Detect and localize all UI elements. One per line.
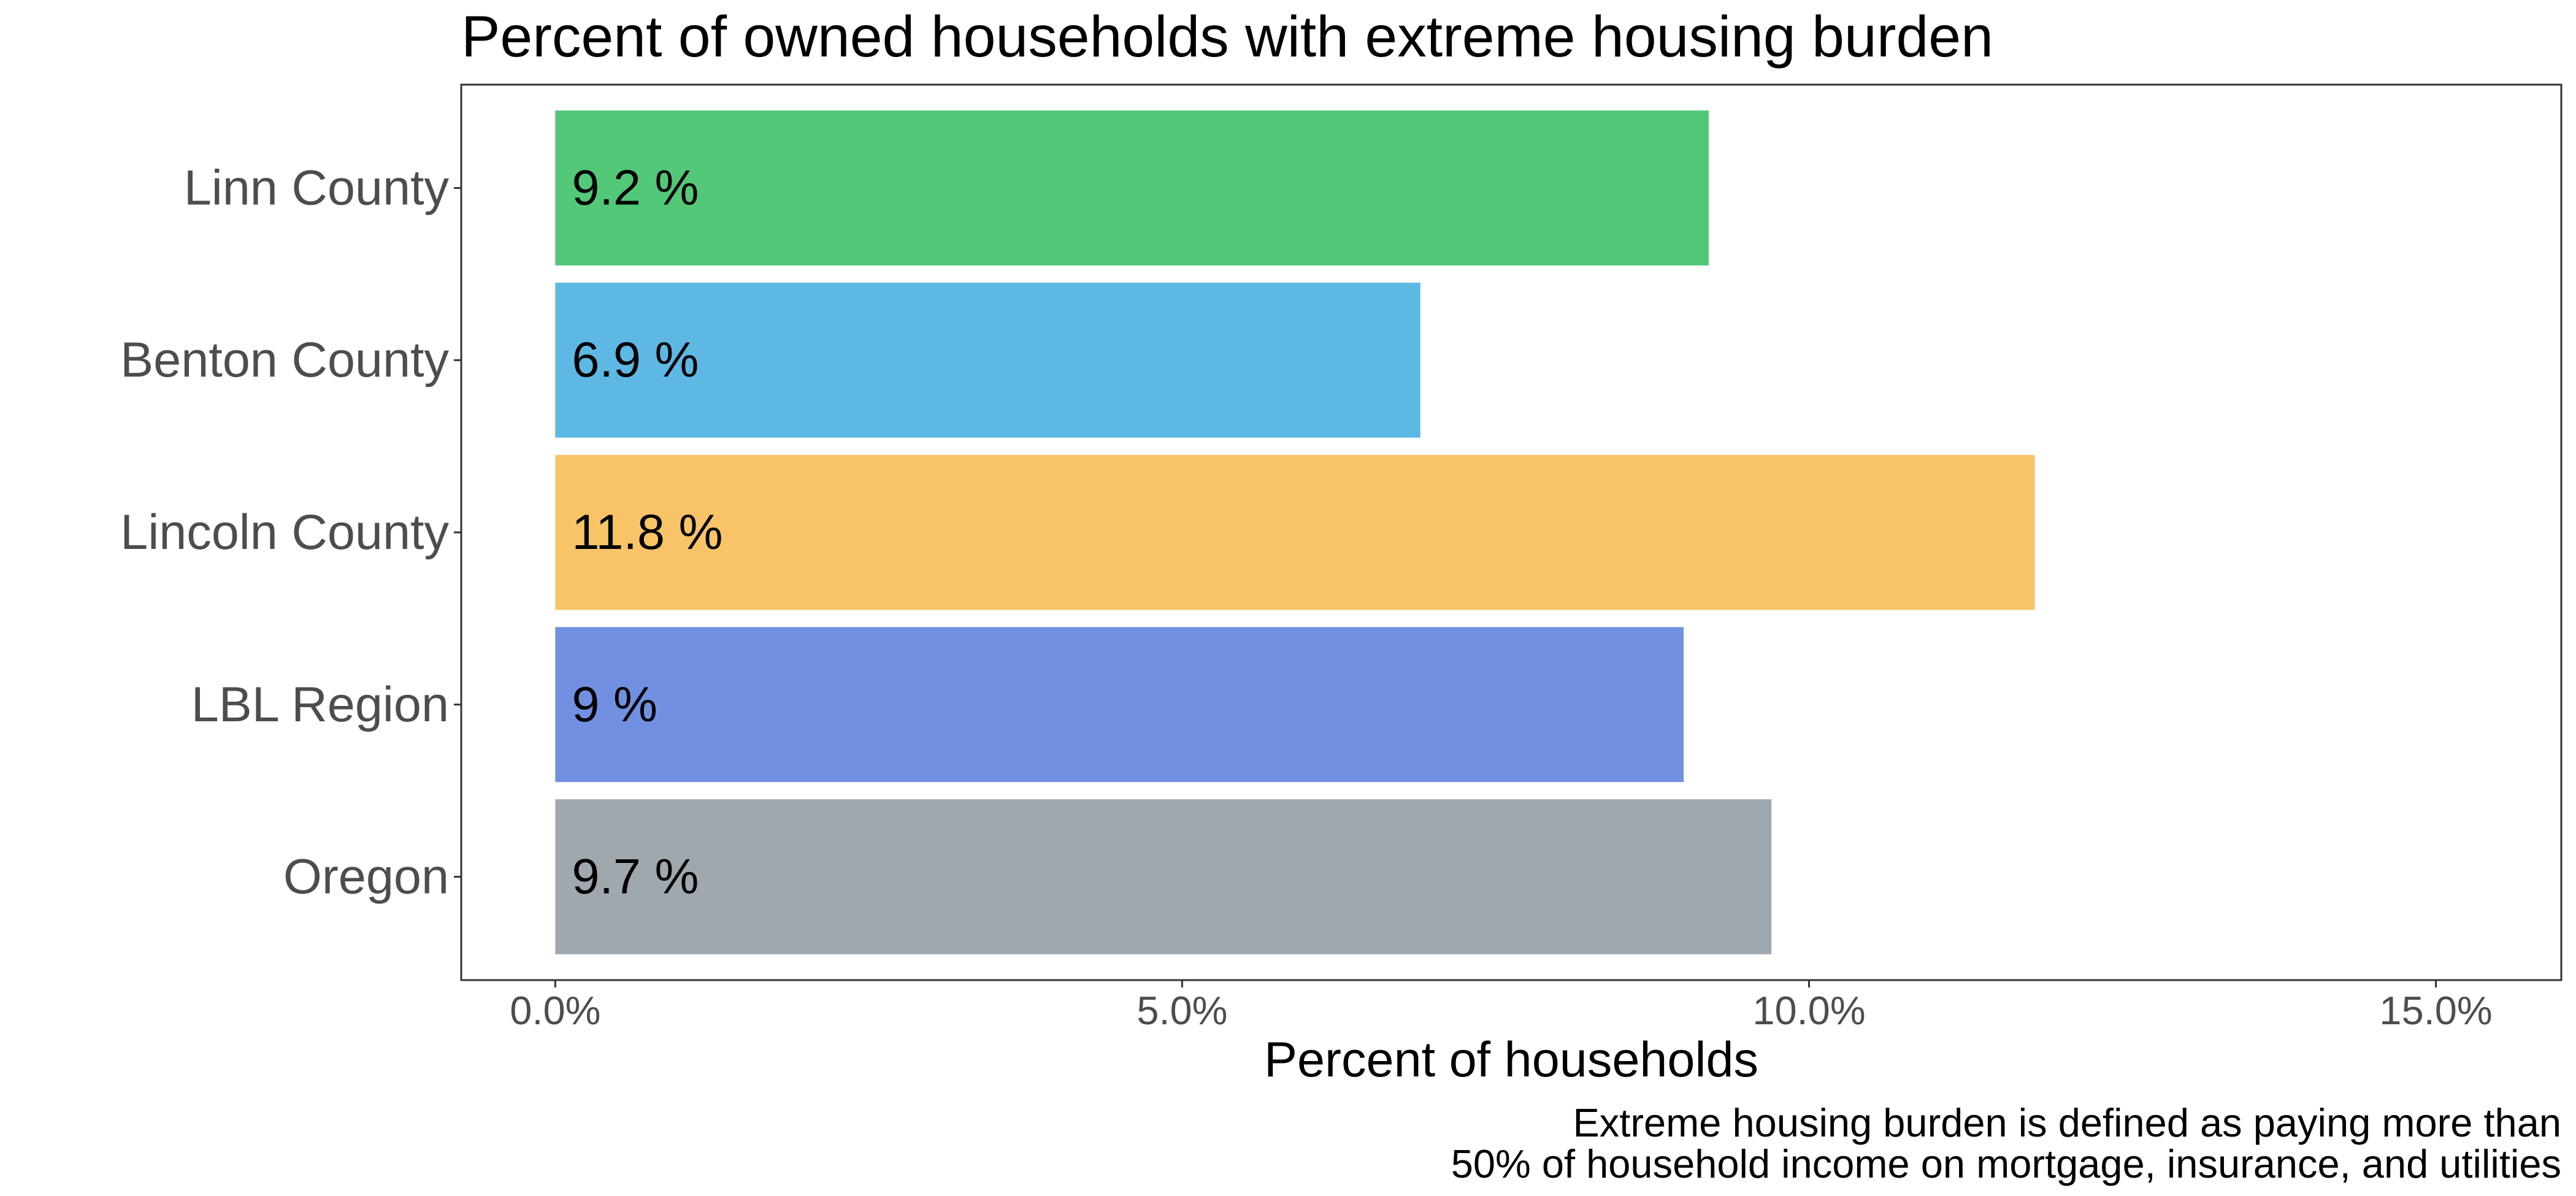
y-tick-label: Benton County (120, 332, 449, 388)
caption-line-1: Extreme housing burden is defined as pay… (1573, 1100, 2561, 1145)
bars-layer (555, 110, 2035, 954)
y-tick-label: Linn County (184, 160, 450, 215)
caption-line-2: 50% of household income on mortgage, ins… (1451, 1141, 2561, 1186)
data-labels-layer: 9.2 % 6.9 % 11.8 % 9 % 9.7 % (572, 160, 723, 904)
bar-lincoln-county (555, 454, 2035, 610)
x-tick-label: 0.0% (510, 988, 600, 1033)
y-tick-label: LBL Region (191, 677, 449, 732)
data-label: 9.2 % (572, 160, 699, 215)
data-label: 9 % (572, 677, 657, 732)
x-tick-label: 15.0% (2379, 988, 2492, 1033)
data-label: 11.8 % (572, 505, 723, 560)
bar-linn-county (555, 110, 1709, 266)
bar-oregon (555, 799, 1772, 954)
x-axis: 0.0% 5.0% 10.0% 15.0% (510, 980, 2493, 1033)
data-label: 9.7 % (572, 849, 699, 905)
data-label: 6.9 % (572, 332, 699, 388)
bar-lbl-region (555, 627, 1684, 783)
chart-title: Percent of owned households with extreme… (461, 4, 1993, 69)
y-axis: Linn County Benton County Lincoln County LB… (120, 160, 461, 905)
x-tick-label: 5.0% (1137, 988, 1227, 1033)
x-tick-label: 10.0% (1752, 988, 1865, 1033)
y-tick-label: Lincoln County (120, 505, 449, 560)
x-axis-title: Percent of households (1264, 1032, 1758, 1087)
y-tick-label: Oregon (283, 849, 449, 905)
bar-benton-county (555, 282, 1420, 438)
